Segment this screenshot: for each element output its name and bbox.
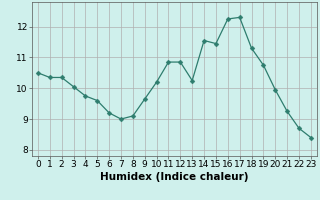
X-axis label: Humidex (Indice chaleur): Humidex (Indice chaleur)	[100, 172, 249, 182]
